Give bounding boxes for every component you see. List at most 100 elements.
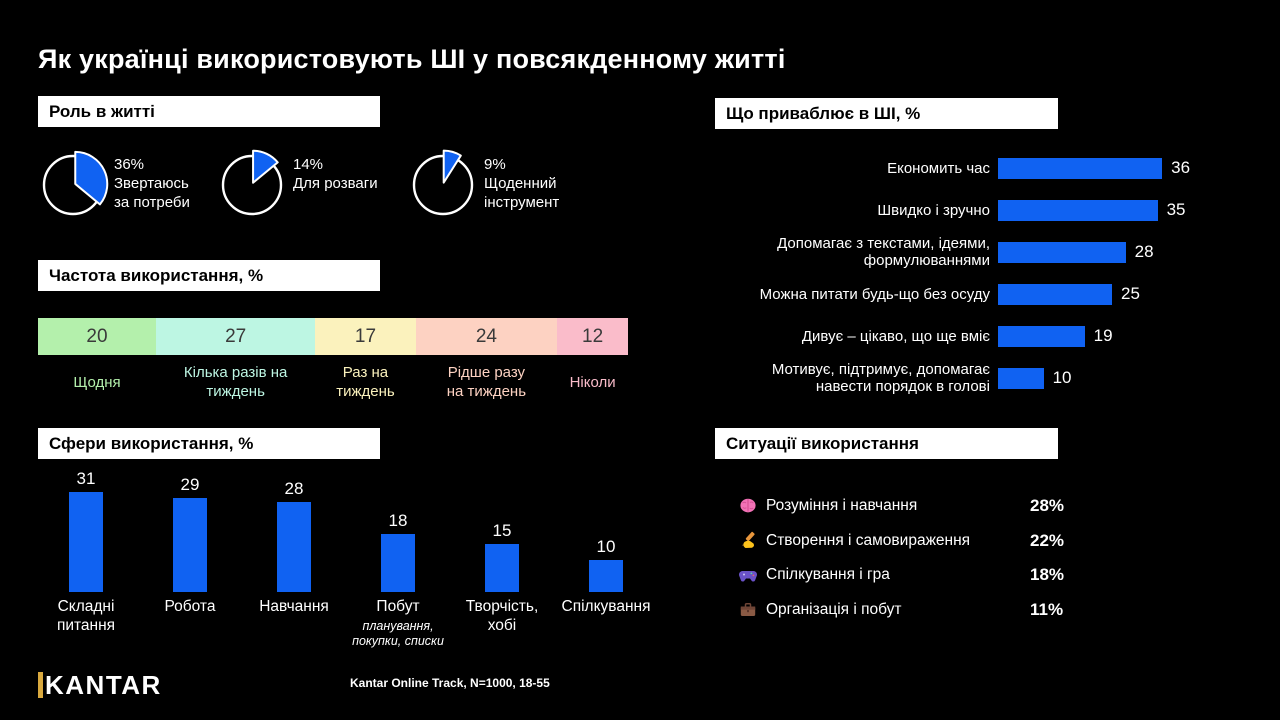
kantar-logo-accent <box>38 672 43 698</box>
section-header-attracts: Що приваблює в ШІ, % <box>715 98 1058 129</box>
stacked-bar-labels: Щодня Кілька разів на тиждень Раз на тиж… <box>38 363 628 401</box>
section-header-frequency: Частота використання, % <box>38 260 380 291</box>
pie-percentage: 36% <box>114 156 145 173</box>
hbar <box>998 283 1112 305</box>
stack-segment-label: Ніколи <box>569 373 616 391</box>
pie-slice <box>252 149 279 184</box>
pie-item: 9% Щоденний інструмент <box>407 149 559 221</box>
hbar-value: 10 <box>1052 368 1072 387</box>
hbar-row: Економить час 36 <box>715 147 1275 189</box>
pie-text: 9% Щоденний інструмент <box>484 149 559 212</box>
bar-value: 10 <box>596 536 616 556</box>
bar-column: 10 <box>554 462 658 592</box>
hbar-value: 28 <box>1134 242 1154 261</box>
situation-row: Організація і побут 11% <box>738 593 1064 628</box>
hbar <box>998 325 1085 347</box>
bar <box>69 491 103 592</box>
bar <box>589 559 623 592</box>
pie-text: 36% Звертаюсь за потреби <box>114 149 190 212</box>
bar-column: 29 <box>138 462 242 592</box>
stacked-bar: 20 27 17 24 12 <box>38 318 628 355</box>
hbar <box>998 157 1163 179</box>
hbar-label: Можна питати будь-що без осуду <box>759 285 990 303</box>
situation-percentage: 11% <box>1030 599 1064 619</box>
pie-chart-icon <box>42 150 109 216</box>
bar-label: Спілкування <box>561 598 651 615</box>
column-labels: Складні питання Робота Навчання Побут пла… <box>34 597 658 649</box>
pie-chart-icon <box>412 149 474 216</box>
pie-label: Для розваги <box>293 175 378 192</box>
hbar-label: Дивує – цікаво, що ще вміє <box>801 327 990 345</box>
hbar-row: Мотивує, підтримує, допомагає навести по… <box>715 357 1275 399</box>
bar-value: 31 <box>76 468 96 488</box>
bar <box>485 543 519 592</box>
bar <box>173 498 207 592</box>
kantar-logo-text: KANTAR <box>45 670 162 700</box>
hbar-row: Дивує – цікаво, що ще вміє 19 <box>715 315 1275 357</box>
stack-segment-label: Рідше разу на тиждень <box>446 364 527 400</box>
hbar-value: 25 <box>1121 284 1140 303</box>
bar-value: 28 <box>284 478 304 498</box>
situations-list: Розуміння і навчання 28% Створення і сам… <box>738 489 1064 627</box>
game-controller-icon <box>739 571 757 582</box>
hbar-row: Можна питати будь-що без осуду 25 <box>715 273 1275 315</box>
pie-slice <box>74 150 109 206</box>
hbar-value: 19 <box>1093 326 1113 345</box>
bar-column: 18 <box>346 462 450 592</box>
stack-segment: 24 <box>415 318 558 355</box>
hbar <box>998 367 1044 389</box>
bar-value: 15 <box>492 520 512 540</box>
bar-column: 31 <box>34 462 138 592</box>
stack-segment: 17 <box>315 318 416 355</box>
column-chart: 31 29 28 18 15 10 <box>34 462 658 592</box>
stack-segment-label: Раз на тиждень <box>336 364 395 400</box>
stack-segment-label: Щодня <box>73 373 121 391</box>
pie-text: 14% Для розваги <box>293 149 378 193</box>
pie-chart-icon <box>221 149 283 216</box>
section-header-role: Роль в житті <box>38 96 380 127</box>
hbar-row: Швидко і зручно 35 <box>715 189 1275 231</box>
hbar-value: 36 <box>1171 158 1191 177</box>
bar-value: 18 <box>388 510 408 530</box>
briefcase-icon <box>740 602 756 616</box>
section-header-situations: Ситуації використання <box>715 428 1058 459</box>
page-title: Як українці використовують ШІ у повсякде… <box>38 44 786 74</box>
bar-value: 29 <box>180 475 200 495</box>
hbar <box>998 199 1158 221</box>
situation-percentage: 18% <box>1030 565 1065 585</box>
pie-label: Щоденний інструмент <box>484 175 560 211</box>
situation-label: Створення і самовираження <box>766 531 971 549</box>
situation-percentage: 28% <box>1030 496 1065 516</box>
bar-label: Творчість, хобі <box>465 598 539 634</box>
bar-column: 15 <box>450 462 554 592</box>
hbar-chart: Економить час 36 Швидко і зручно 35 Допо… <box>715 147 1275 399</box>
stack-segment-label: Кілька разів на тиждень <box>183 364 288 400</box>
hbar-row: Допомагає з текстами, ідеями, формулюван… <box>715 231 1275 273</box>
situation-row: Розуміння і навчання 28% <box>738 489 1064 524</box>
hbar-label: Допомагає з текстами, ідеями, формулюван… <box>777 235 990 269</box>
bar <box>277 501 311 592</box>
stack-segment: 27 <box>156 318 316 355</box>
situation-label: Розуміння і навчання <box>766 497 918 515</box>
bar-label: Робота <box>164 598 216 615</box>
bar-column: 28 <box>242 462 346 592</box>
kantar-logo: KANTAR <box>38 671 162 699</box>
source-note: Kantar Online Track, N=1000, 18-55 <box>350 676 550 690</box>
pie-slice <box>442 149 462 184</box>
writing-hand-icon <box>741 531 755 548</box>
pie-item: 14% Для розваги <box>216 149 378 221</box>
bar-sublabel: планування, покупки, списки <box>352 619 444 648</box>
situation-percentage: 22% <box>1030 530 1065 550</box>
hbar-value: 35 <box>1166 200 1186 219</box>
bar <box>381 533 415 592</box>
hbar-label: Економить час <box>887 159 990 177</box>
bar-label: Складні питання <box>56 598 116 634</box>
stack-segment: 20 <box>38 318 156 355</box>
pie-percentage: 9% <box>484 156 506 173</box>
pie-label: Звертаюсь за потреби <box>114 175 190 211</box>
brain-icon <box>740 498 756 513</box>
bar-label: Побут планування, покупки, списки <box>346 597 450 649</box>
hbar <box>998 241 1126 263</box>
situation-row: Створення і самовираження 22% <box>738 524 1064 559</box>
